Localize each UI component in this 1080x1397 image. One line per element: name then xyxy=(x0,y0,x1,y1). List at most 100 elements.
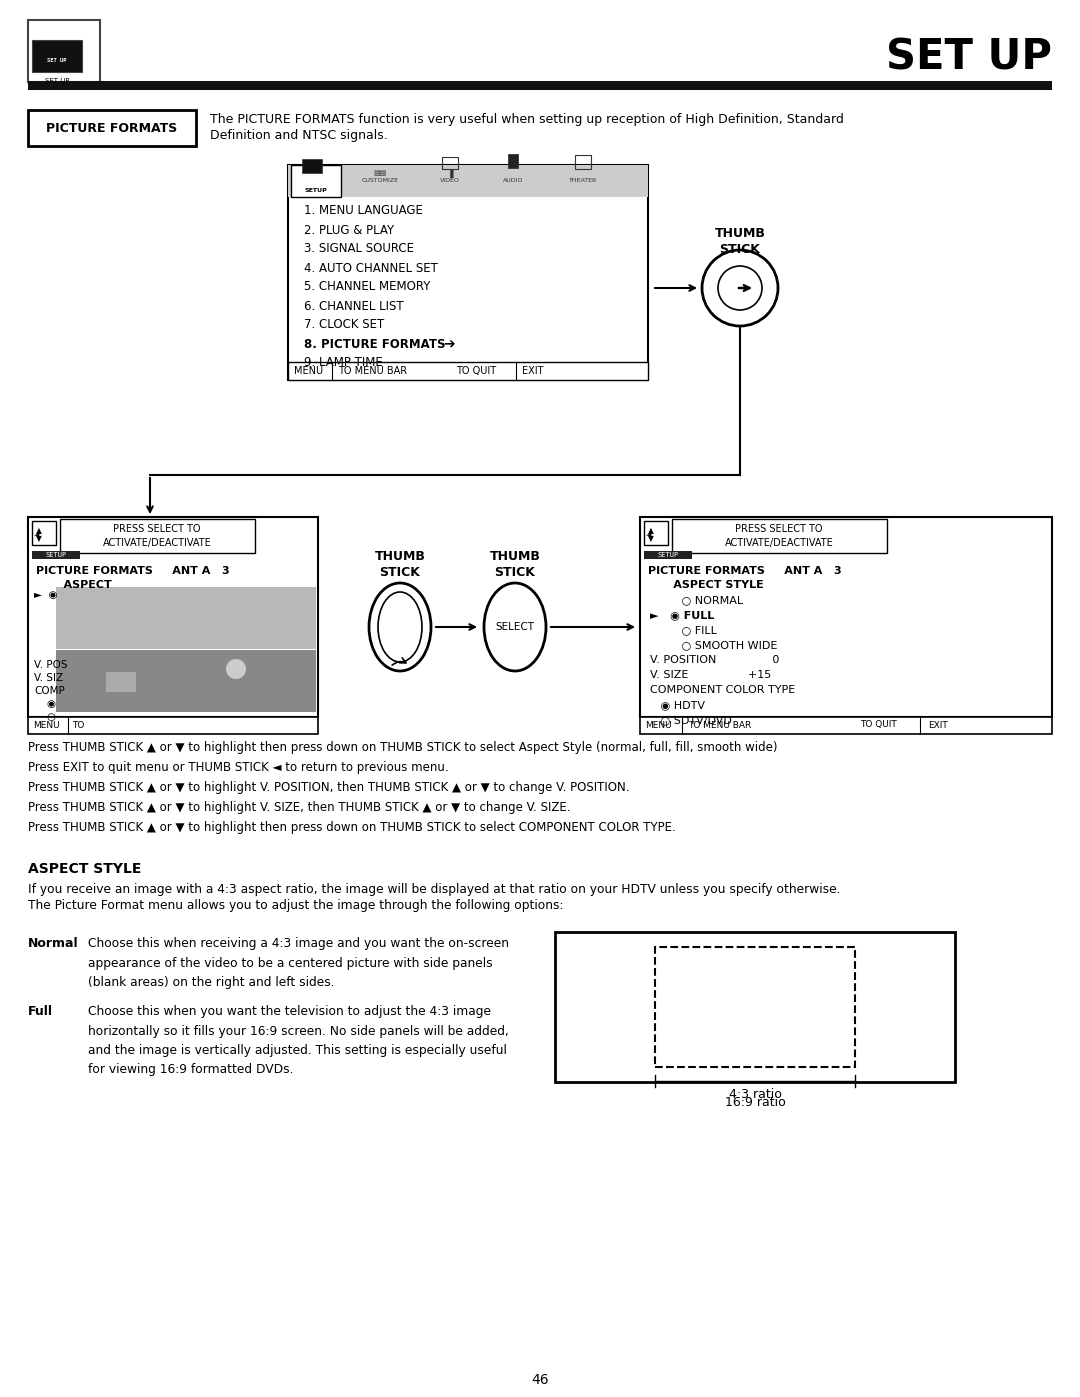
Text: Full: Full xyxy=(28,1004,53,1018)
Circle shape xyxy=(226,659,246,679)
Bar xyxy=(28,517,318,717)
Text: TO QUIT: TO QUIT xyxy=(860,721,896,729)
Text: 4. AUTO CHANNEL SET: 4. AUTO CHANNEL SET xyxy=(303,261,437,274)
Bar xyxy=(32,550,80,559)
Text: ○ FILL: ○ FILL xyxy=(650,624,717,636)
Text: TO: TO xyxy=(72,721,84,729)
Text: If you receive an image with a 4:3 aspect ratio, the image will be displayed at : If you receive an image with a 4:3 aspec… xyxy=(28,883,840,895)
Text: VIDEO: VIDEO xyxy=(440,179,460,183)
Text: V. SIZ: V. SIZ xyxy=(33,673,63,683)
Text: ○ SDTV/DVD: ○ SDTV/DVD xyxy=(650,715,732,725)
Text: 2. PLUG & PLAY: 2. PLUG & PLAY xyxy=(303,224,394,236)
Text: SET UP: SET UP xyxy=(44,78,69,84)
Text: V. SIZE                 +15: V. SIZE +15 xyxy=(650,671,771,680)
Text: THEATER: THEATER xyxy=(569,179,597,183)
Bar xyxy=(56,650,316,712)
Text: Choose this when you want the television to adjust the 4:3 image
horizontally so: Choose this when you want the television… xyxy=(87,1004,509,1077)
Text: ◉: ◉ xyxy=(33,698,59,710)
Text: The PICTURE FORMATS function is very useful when setting up reception of High De: The PICTURE FORMATS function is very use… xyxy=(210,113,843,127)
Text: V. POSITION                0: V. POSITION 0 xyxy=(650,655,780,665)
Text: PICTURE FORMATS: PICTURE FORMATS xyxy=(46,122,177,134)
Bar xyxy=(302,159,322,173)
Text: SET UP: SET UP xyxy=(886,36,1052,78)
Text: MENU: MENU xyxy=(645,721,672,729)
Text: ▲: ▲ xyxy=(36,527,42,535)
Text: TO QUIT: TO QUIT xyxy=(456,366,496,376)
FancyBboxPatch shape xyxy=(60,520,255,553)
Text: 4:3 ratio: 4:3 ratio xyxy=(729,1088,782,1101)
Text: EXIT: EXIT xyxy=(928,721,948,729)
Text: AUDIO: AUDIO xyxy=(503,179,523,183)
Text: ◉ HDTV: ◉ HDTV xyxy=(650,700,705,710)
Text: SET UP: SET UP xyxy=(48,57,67,63)
Text: Press THUMB STICK ▲ or ▼ to highlight then press down on THUMB STICK to select A: Press THUMB STICK ▲ or ▼ to highlight th… xyxy=(28,740,778,753)
Text: ▤▤: ▤▤ xyxy=(374,170,387,176)
Text: ASPECT STYLE: ASPECT STYLE xyxy=(650,580,764,590)
Bar xyxy=(442,156,458,169)
Text: COMPONENT COLOR TYPE: COMPONENT COLOR TYPE xyxy=(650,685,795,694)
Bar xyxy=(32,41,82,73)
Text: SETUP: SETUP xyxy=(658,552,678,557)
Bar xyxy=(288,165,648,380)
Text: ASPECT STYLE: ASPECT STYLE xyxy=(28,862,141,876)
Text: Press EXIT to quit menu or THUMB STICK ◄ to return to previous menu.: Press EXIT to quit menu or THUMB STICK ◄… xyxy=(28,760,448,774)
Bar xyxy=(56,587,316,650)
Text: ►  ◉: ► ◉ xyxy=(33,590,60,599)
Text: 9. LAMP TIME: 9. LAMP TIME xyxy=(303,356,382,369)
FancyBboxPatch shape xyxy=(28,110,195,147)
Bar xyxy=(28,717,318,733)
Text: Press THUMB STICK ▲ or ▼ to highlight V. SIZE, then THUMB STICK ▲ or ▼ to change: Press THUMB STICK ▲ or ▼ to highlight V.… xyxy=(28,800,570,813)
Text: ◄: ◄ xyxy=(33,532,39,538)
Bar xyxy=(654,947,855,1067)
FancyBboxPatch shape xyxy=(644,521,669,545)
Text: MENU: MENU xyxy=(33,721,59,729)
Text: The Picture Format menu allows you to adjust the image through the following opt: The Picture Format menu allows you to ad… xyxy=(28,898,564,911)
Bar xyxy=(291,165,341,197)
Text: ◄: ◄ xyxy=(646,532,651,538)
Text: Press THUMB STICK ▲ or ▼ to highlight V. POSITION, then THUMB STICK ▲ or ▼ to ch: Press THUMB STICK ▲ or ▼ to highlight V.… xyxy=(28,781,630,793)
Text: ►   ◉ FULL: ► ◉ FULL xyxy=(650,610,714,620)
Bar xyxy=(644,550,692,559)
FancyBboxPatch shape xyxy=(28,20,100,82)
Text: Definition and NTSC signals.: Definition and NTSC signals. xyxy=(210,130,388,142)
Text: EXIT: EXIT xyxy=(522,366,543,376)
Text: ASPECT: ASPECT xyxy=(48,580,111,590)
Text: 6. CHANNEL LIST: 6. CHANNEL LIST xyxy=(303,299,404,313)
Bar xyxy=(28,81,1052,89)
Text: ▼: ▼ xyxy=(648,535,653,543)
Text: 1. MENU LANGUAGE: 1. MENU LANGUAGE xyxy=(303,204,423,218)
Text: TO MENU BAR: TO MENU BAR xyxy=(338,366,407,376)
Text: ○: ○ xyxy=(33,712,59,722)
Bar xyxy=(640,517,1052,717)
Text: ○ SMOOTH WIDE: ○ SMOOTH WIDE xyxy=(650,640,778,650)
Text: 5. CHANNEL MEMORY: 5. CHANNEL MEMORY xyxy=(303,281,430,293)
FancyBboxPatch shape xyxy=(32,521,56,545)
Bar xyxy=(106,672,136,692)
Bar xyxy=(640,717,1052,733)
Text: 8. PICTURE FORMATS: 8. PICTURE FORMATS xyxy=(303,338,446,351)
Text: ▼: ▼ xyxy=(36,535,42,543)
Bar xyxy=(508,154,518,168)
Text: THUMB
STICK: THUMB STICK xyxy=(715,226,766,256)
Text: PRESS SELECT TO
ACTIVATE/DEACTIVATE: PRESS SELECT TO ACTIVATE/DEACTIVATE xyxy=(725,524,834,548)
Text: TO MENU BAR: TO MENU BAR xyxy=(688,721,752,729)
Text: CUSTOMIZE: CUSTOMIZE xyxy=(362,179,399,183)
Text: SETUP: SETUP xyxy=(45,552,67,557)
Text: ➔: ➔ xyxy=(443,337,455,351)
Text: SETUP: SETUP xyxy=(305,189,327,194)
Text: PRESS SELECT TO
ACTIVATE/DEACTIVATE: PRESS SELECT TO ACTIVATE/DEACTIVATE xyxy=(103,524,212,548)
Text: ▐: ▐ xyxy=(447,169,454,177)
Text: V. POS: V. POS xyxy=(33,659,67,671)
Text: Normal: Normal xyxy=(28,937,79,950)
Bar xyxy=(555,932,955,1083)
Bar xyxy=(288,165,648,197)
Text: Choose this when receiving a 4:3 image and you want the on-screen
appearance of : Choose this when receiving a 4:3 image a… xyxy=(87,937,509,989)
Text: 46: 46 xyxy=(531,1373,549,1387)
Text: PICTURE FORMATS     ANT A   3: PICTURE FORMATS ANT A 3 xyxy=(648,566,841,576)
Text: PICTURE FORMATS     ANT A   3: PICTURE FORMATS ANT A 3 xyxy=(36,566,230,576)
Text: ▲: ▲ xyxy=(648,527,653,535)
Text: 3. SIGNAL SOURCE: 3. SIGNAL SOURCE xyxy=(303,243,414,256)
Bar xyxy=(288,362,648,380)
Text: ○ NORMAL: ○ NORMAL xyxy=(650,595,743,605)
Text: 16:9 ratio: 16:9 ratio xyxy=(725,1095,785,1108)
